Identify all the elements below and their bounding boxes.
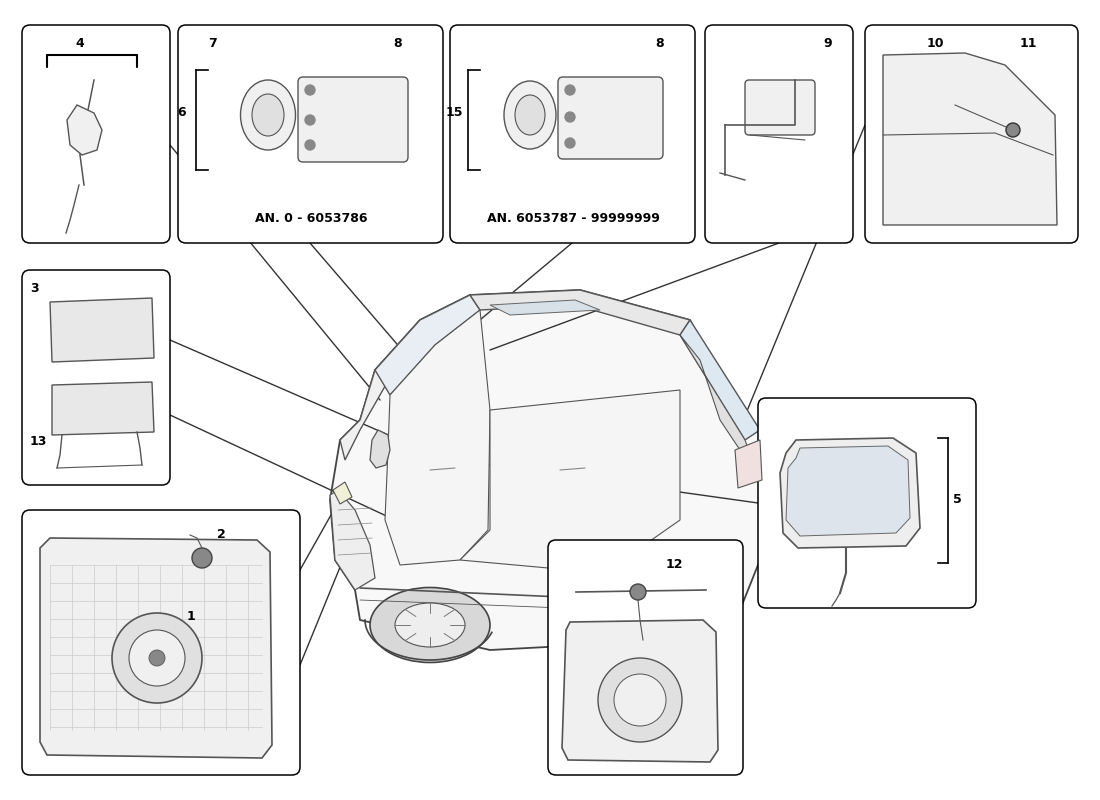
Text: 11: 11 <box>1020 37 1037 50</box>
Polygon shape <box>370 430 390 468</box>
Circle shape <box>565 138 575 148</box>
Polygon shape <box>680 335 760 480</box>
Text: 3: 3 <box>30 282 38 295</box>
FancyBboxPatch shape <box>54 387 74 432</box>
Text: 9: 9 <box>823 37 832 50</box>
Text: 8: 8 <box>393 37 402 50</box>
Polygon shape <box>375 295 480 395</box>
Ellipse shape <box>603 588 717 658</box>
FancyBboxPatch shape <box>865 25 1078 243</box>
Text: 13: 13 <box>30 435 47 448</box>
Polygon shape <box>333 482 352 504</box>
Text: 15: 15 <box>446 106 463 119</box>
Text: 7: 7 <box>208 37 217 50</box>
Circle shape <box>565 85 575 95</box>
FancyBboxPatch shape <box>22 270 170 485</box>
Polygon shape <box>780 438 920 548</box>
FancyBboxPatch shape <box>54 304 74 356</box>
Ellipse shape <box>395 603 465 647</box>
Polygon shape <box>50 298 154 362</box>
FancyBboxPatch shape <box>558 77 663 159</box>
Polygon shape <box>490 300 600 315</box>
Polygon shape <box>40 538 272 758</box>
Text: 5: 5 <box>953 493 961 506</box>
Polygon shape <box>340 295 470 460</box>
Ellipse shape <box>627 602 693 644</box>
Polygon shape <box>330 490 375 590</box>
Text: 6: 6 <box>178 106 186 119</box>
Polygon shape <box>460 390 680 570</box>
Text: 12: 12 <box>666 558 683 571</box>
Circle shape <box>148 650 165 666</box>
Text: 4: 4 <box>76 37 85 50</box>
FancyBboxPatch shape <box>903 80 955 130</box>
Polygon shape <box>52 382 154 435</box>
FancyBboxPatch shape <box>450 25 695 243</box>
FancyBboxPatch shape <box>298 77 408 162</box>
Polygon shape <box>385 310 490 565</box>
Circle shape <box>614 674 666 726</box>
Polygon shape <box>470 290 690 335</box>
Text: 2: 2 <box>217 528 226 541</box>
FancyBboxPatch shape <box>745 80 815 135</box>
Circle shape <box>598 658 682 742</box>
Polygon shape <box>67 105 102 155</box>
Ellipse shape <box>370 587 490 662</box>
Ellipse shape <box>241 80 296 150</box>
Text: AN. 6053787 - 99999999: AN. 6053787 - 99999999 <box>486 211 659 225</box>
Text: AN. 0 - 6053786: AN. 0 - 6053786 <box>255 211 367 225</box>
Polygon shape <box>562 620 718 762</box>
Circle shape <box>630 584 646 600</box>
FancyBboxPatch shape <box>22 510 300 775</box>
Circle shape <box>112 613 202 703</box>
Polygon shape <box>883 53 1057 225</box>
Circle shape <box>305 85 315 95</box>
Text: a passion for parts...stock: a passion for parts...stock <box>424 496 657 534</box>
Circle shape <box>305 140 315 150</box>
FancyBboxPatch shape <box>548 540 742 775</box>
FancyBboxPatch shape <box>178 25 443 243</box>
Ellipse shape <box>515 95 544 135</box>
FancyBboxPatch shape <box>22 25 170 243</box>
Text: 8: 8 <box>654 37 663 50</box>
Polygon shape <box>680 320 760 440</box>
Polygon shape <box>786 446 910 536</box>
FancyBboxPatch shape <box>758 398 976 608</box>
Circle shape <box>305 115 315 125</box>
Circle shape <box>192 548 212 568</box>
Circle shape <box>1006 123 1020 137</box>
Text: eurocarteck: eurocarteck <box>360 431 701 509</box>
Ellipse shape <box>252 94 284 136</box>
Circle shape <box>565 112 575 122</box>
Text: 10: 10 <box>927 37 945 50</box>
Text: 1: 1 <box>187 610 196 623</box>
FancyBboxPatch shape <box>705 25 852 243</box>
Circle shape <box>129 630 185 686</box>
Polygon shape <box>330 290 760 650</box>
Polygon shape <box>735 440 762 488</box>
Ellipse shape <box>504 81 556 149</box>
